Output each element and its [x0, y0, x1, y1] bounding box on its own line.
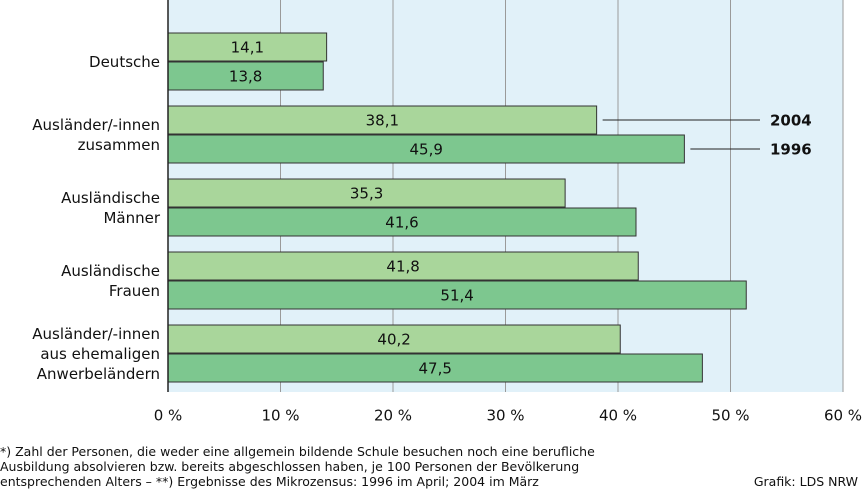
category-label: Ausländische Männer [61, 189, 160, 227]
value-label: 13,8 [229, 68, 262, 86]
legend-label: 2004 [770, 112, 812, 130]
x-tick-label: 30 % [486, 407, 524, 425]
x-tick-label: 10 % [261, 407, 299, 425]
value-label: 47,5 [418, 360, 451, 378]
bar [167, 324, 621, 354]
value-label: 38,1 [366, 112, 399, 130]
value-label: 45,9 [409, 141, 442, 159]
x-tick-label: 60 % [824, 407, 862, 425]
value-label: 14,1 [231, 39, 264, 57]
category-label: Ausländische Frauen [61, 262, 160, 300]
bar [167, 32, 328, 62]
bar [167, 251, 639, 281]
x-tick-label: 0 % [154, 407, 183, 425]
category-label: Deutsche [89, 53, 160, 71]
x-tick-label: 50 % [711, 407, 749, 425]
value-label: 51,4 [440, 287, 473, 305]
legend-label: 1996 [770, 141, 812, 159]
source: Grafik: LDS NRW [753, 474, 858, 489]
bar [167, 280, 747, 310]
category-label: Ausländer/-innen zusammen [32, 116, 160, 154]
x-tick-label: 40 % [599, 407, 637, 425]
x-tick-label: 20 % [374, 407, 412, 425]
value-label: 35,3 [350, 185, 383, 203]
value-label: 41,6 [385, 214, 418, 232]
value-label: 40,2 [377, 331, 410, 349]
footnote: *) Zahl der Personen, die weder eine all… [0, 444, 595, 489]
value-label: 41,8 [386, 258, 419, 276]
bar [167, 353, 703, 383]
category-label: Ausländer/-innen aus ehemaligen Anwerbel… [32, 325, 160, 383]
